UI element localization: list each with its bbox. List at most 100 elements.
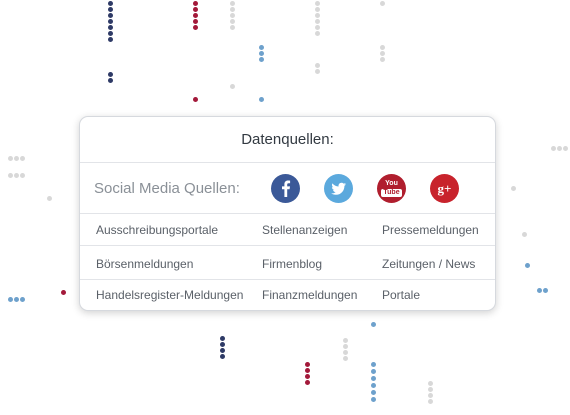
decorative-dot: [343, 356, 348, 361]
decorative-dot: [315, 7, 320, 12]
decorative-dot: [315, 25, 320, 30]
decorative-dot: [380, 1, 385, 6]
decorative-dot: [108, 31, 113, 36]
decorative-dot: [543, 288, 548, 293]
decorative-dot: [380, 57, 385, 62]
source-finanzmeldungen: Finanzmeldungen: [262, 288, 358, 302]
social-media-row: Social Media Quellen: You Tube g+: [80, 163, 495, 214]
source-firmenblog: Firmenblog: [262, 257, 323, 271]
decorative-dot: [108, 1, 113, 6]
youtube-text-you: You: [385, 180, 398, 187]
decorative-dot: [371, 383, 376, 388]
decorative-dot: [537, 288, 542, 293]
youtube-icon[interactable]: You Tube: [377, 174, 406, 203]
social-media-label: Social Media Quellen:: [94, 180, 240, 197]
decorative-dot: [525, 263, 530, 268]
decorative-dot: [305, 362, 310, 367]
decorative-dot: [8, 297, 13, 302]
card-title: Datenquellen:: [80, 117, 495, 163]
decorative-dot: [230, 25, 235, 30]
decorative-dot: [315, 69, 320, 74]
decorative-dot: [230, 1, 235, 6]
data-sources-card: Datenquellen: Social Media Quellen: You …: [79, 116, 496, 311]
decorative-dot: [428, 381, 433, 386]
decorative-dot: [108, 13, 113, 18]
facebook-icon[interactable]: [271, 174, 300, 203]
google-plus-icon[interactable]: g+: [430, 174, 459, 203]
decorative-dot: [522, 232, 527, 237]
decorative-dot: [193, 1, 198, 6]
decorative-dot: [557, 146, 562, 151]
decorative-dot: [108, 7, 113, 12]
decorative-dot: [371, 390, 376, 395]
decorative-dot: [108, 78, 113, 83]
source-handelsregister-meldungen: Handelsregister-Meldungen: [96, 288, 244, 302]
decorative-dot: [20, 297, 25, 302]
decorative-dot: [108, 37, 113, 42]
decorative-dot: [428, 393, 433, 398]
decorative-dot: [193, 7, 198, 12]
decorative-dot: [8, 156, 13, 161]
decorative-dot: [220, 348, 225, 353]
decorative-dot: [315, 63, 320, 68]
decorative-dot: [315, 1, 320, 6]
decorative-dot: [259, 45, 264, 50]
decorative-dot: [371, 376, 376, 381]
decorative-dot: [551, 146, 556, 151]
decorative-dot: [193, 13, 198, 18]
decorative-dot: [371, 322, 376, 327]
youtube-text-tube: Tube: [381, 189, 402, 197]
sources-row-2: Börsenmeldungen Firmenblog Zeitungen / N…: [80, 249, 495, 280]
source-zeitungen-news: Zeitungen / News: [382, 257, 476, 271]
decorative-dot: [230, 13, 235, 18]
decorative-dot: [20, 173, 25, 178]
decorative-dot: [14, 297, 19, 302]
source-portale: Portale: [382, 288, 421, 302]
decorative-dot: [305, 368, 310, 373]
decorative-dot: [315, 19, 320, 24]
decorative-dot: [230, 19, 235, 24]
decorative-dot: [305, 374, 310, 379]
sources-row-3: Handelsregister-Meldungen Finanzmeldunge…: [80, 280, 495, 310]
decorative-dot: [230, 84, 235, 89]
decorative-dot: [193, 19, 198, 24]
decorative-dot: [108, 72, 113, 77]
decorative-dot: [220, 336, 225, 341]
decorative-dot: [343, 344, 348, 349]
decorative-dot: [230, 7, 235, 12]
decorative-dot: [220, 354, 225, 359]
decorative-dot: [8, 173, 13, 178]
decorative-dot: [428, 387, 433, 392]
decorative-dot: [511, 186, 516, 191]
decorative-dot: [371, 362, 376, 367]
decorative-dot: [315, 31, 320, 36]
decorative-dot: [14, 173, 19, 178]
decorative-dot: [259, 97, 264, 102]
decorative-dot: [371, 369, 376, 374]
source-pressemeldungen: Pressemeldungen: [382, 223, 479, 237]
twitter-icon[interactable]: [324, 174, 353, 203]
decorative-dot: [108, 19, 113, 24]
decorative-dot: [20, 156, 25, 161]
decorative-dot: [61, 290, 66, 295]
decorative-dot: [380, 45, 385, 50]
source-ausschreibungsportale: Ausschreibungsportale: [96, 223, 219, 237]
decorative-dot: [14, 156, 19, 161]
decorative-dot: [259, 51, 264, 56]
decorative-dot: [343, 338, 348, 343]
decorative-dot: [305, 380, 310, 385]
source-stellenanzeigen: Stellenanzeigen: [262, 223, 348, 237]
google-plus-text: g+: [437, 180, 452, 196]
decorative-dot: [371, 397, 376, 402]
decorative-dot: [259, 57, 264, 62]
decorative-dot: [193, 97, 198, 102]
decorative-dot: [563, 146, 568, 151]
decorative-dot: [220, 342, 225, 347]
decorative-dot: [315, 13, 320, 18]
decorative-dot: [47, 196, 52, 201]
source-boersenmeldungen: Börsenmeldungen: [96, 257, 194, 271]
decorative-dot: [380, 51, 385, 56]
decorative-dot: [108, 25, 113, 30]
decorative-dot: [428, 399, 433, 404]
